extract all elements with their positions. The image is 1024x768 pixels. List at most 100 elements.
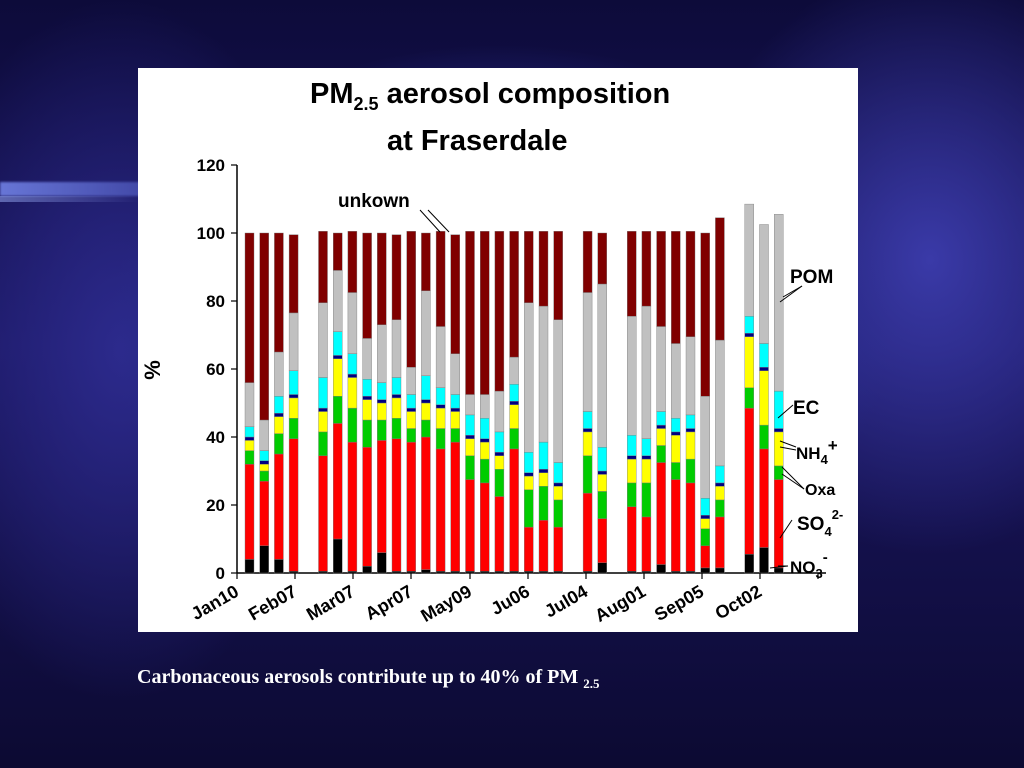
bar-segment-ec bbox=[333, 355, 343, 359]
bar-segment-no3 bbox=[465, 571, 475, 574]
annotation-nh4: NH4+ bbox=[796, 436, 838, 467]
bar-segment-nh4 bbox=[377, 402, 387, 421]
bar-segment-so4 bbox=[377, 440, 387, 553]
bar-segment-ec bbox=[524, 472, 534, 477]
annotation-pom: POM bbox=[790, 267, 833, 288]
bar-segment-pom bbox=[700, 498, 710, 516]
bar-segment-unknown-dark bbox=[362, 232, 372, 339]
bar-segment-no3 bbox=[347, 571, 358, 574]
bar-segment-unknown-gray bbox=[759, 224, 769, 344]
bar-segment-no3 bbox=[406, 571, 416, 574]
pointer-line bbox=[777, 404, 794, 419]
bar-segment-pom bbox=[347, 353, 358, 375]
pointer-line bbox=[779, 440, 797, 448]
bar-segment-unknown-dark bbox=[700, 232, 710, 397]
bar-segment-no3 bbox=[450, 571, 460, 574]
bar-segment-unknown-gray bbox=[465, 394, 475, 416]
bar-segment-pom bbox=[259, 450, 269, 462]
bar-segment-no3 bbox=[391, 571, 402, 574]
bar-segment-oxa bbox=[406, 428, 416, 443]
bar-segment-unknown-gray bbox=[524, 302, 534, 453]
bar-segment-nh4 bbox=[450, 411, 460, 429]
x-tick-label: Oct02 bbox=[712, 581, 765, 623]
bar-segment-unknown-dark bbox=[715, 217, 725, 341]
bar-segment-pom bbox=[538, 441, 549, 470]
bar-segment-nh4 bbox=[774, 431, 784, 467]
bar-segment-oxa bbox=[421, 419, 431, 438]
bar-segment-so4 bbox=[288, 438, 299, 572]
bar-segment-unknown-gray bbox=[274, 351, 284, 397]
bar-segment-unknown-dark bbox=[553, 231, 563, 320]
bar-segment-so4 bbox=[627, 506, 637, 572]
x-tick-labels: Jan10 Feb07 Mar07 Apr07 May09 Ju06 Jul04 Aug01 S… bbox=[188, 573, 819, 626]
bar-segment-ec bbox=[318, 407, 328, 412]
bar-segment-oxa bbox=[627, 482, 637, 507]
chart-title-line1: PM2.5 aerosol composition bbox=[310, 78, 670, 114]
caption-subscript: 2.5 bbox=[583, 676, 600, 691]
bar-segment-ec bbox=[259, 460, 269, 465]
pointer-line bbox=[781, 473, 805, 490]
y-tick-label: 120 bbox=[197, 156, 225, 175]
bar-segment-pom bbox=[494, 431, 505, 453]
chart-title-line2: at Fraserdale bbox=[387, 125, 568, 157]
bar-segment-ec bbox=[774, 428, 784, 433]
bar-segment-ec bbox=[450, 407, 460, 412]
bar-segment-oxa bbox=[494, 469, 505, 497]
bar-segment-oxa bbox=[700, 528, 710, 546]
bar-segment-pom bbox=[671, 418, 681, 433]
bar-segment-unknown-gray bbox=[597, 283, 607, 448]
bar-segment-ec bbox=[377, 399, 387, 404]
bar-segment-unknown-gray bbox=[406, 367, 416, 395]
x-tick-label: Mar07 bbox=[303, 581, 358, 624]
bar-segment-unknown-gray bbox=[480, 394, 490, 419]
bar-segment-so4 bbox=[656, 462, 666, 565]
bar-segment-unknown-dark bbox=[333, 232, 343, 271]
bar-segment-so4 bbox=[406, 441, 416, 572]
annotation-pointer-lines bbox=[419, 209, 805, 569]
bar-segment-pom bbox=[715, 465, 725, 484]
bar-segment-oxa bbox=[391, 418, 402, 439]
bar-segment-oxa bbox=[377, 419, 387, 441]
bar-segment-no3 bbox=[759, 547, 769, 574]
bar-segment-nh4 bbox=[391, 397, 402, 419]
bar-segment-nh4 bbox=[553, 486, 563, 501]
bar-segment-no3 bbox=[685, 571, 696, 574]
annotation-unknown: unkown bbox=[338, 191, 410, 212]
bar-segment-unknown-gray bbox=[627, 316, 637, 436]
bar-segment-nh4 bbox=[318, 411, 328, 433]
bar-segment-no3 bbox=[553, 571, 563, 574]
pointer-line bbox=[779, 519, 793, 539]
bar-segment-unknown-gray bbox=[582, 292, 593, 412]
bar-segment-so4 bbox=[700, 545, 710, 569]
bar-segment-no3 bbox=[288, 571, 299, 574]
bar-segment-unknown-gray bbox=[509, 356, 519, 385]
bar-segment-unknown-gray bbox=[391, 319, 402, 378]
annotation-no3: NO3- bbox=[790, 549, 828, 581]
bar-segment-oxa bbox=[450, 428, 460, 443]
bar-segment-no3 bbox=[627, 571, 637, 574]
pointer-line bbox=[427, 209, 450, 233]
bar-segment-unknown-gray bbox=[538, 305, 549, 443]
bar-segment-ec bbox=[391, 394, 402, 399]
bar-segment-nh4 bbox=[700, 518, 710, 529]
bar-segment-pom bbox=[274, 396, 284, 414]
bar-segment-pom bbox=[318, 377, 328, 409]
bar-segment-unknown-gray bbox=[700, 396, 710, 499]
bar-segment-pom bbox=[288, 370, 299, 395]
bar-segment-nh4 bbox=[685, 431, 696, 460]
bar-segment-ec bbox=[362, 396, 372, 400]
bar-segment-unknown-gray bbox=[288, 312, 299, 371]
bar-segment-unknown-dark bbox=[406, 231, 416, 368]
bar-segment-so4 bbox=[774, 479, 784, 569]
bar-segment-nh4 bbox=[421, 402, 431, 421]
bar-segment-no3 bbox=[494, 571, 505, 574]
chart-annotations: unkown POM EC NH4+ Oxa SO42- NO3- bbox=[338, 191, 843, 581]
bar-segment-ec bbox=[641, 455, 652, 460]
x-tick-label: Jul04 bbox=[541, 581, 591, 621]
bar-segment-ec bbox=[700, 515, 710, 519]
bar-segment-pom bbox=[509, 384, 519, 402]
bar-segment-oxa bbox=[509, 428, 519, 450]
bar-segment-no3 bbox=[641, 571, 652, 574]
bar-segment-pom bbox=[362, 379, 372, 397]
